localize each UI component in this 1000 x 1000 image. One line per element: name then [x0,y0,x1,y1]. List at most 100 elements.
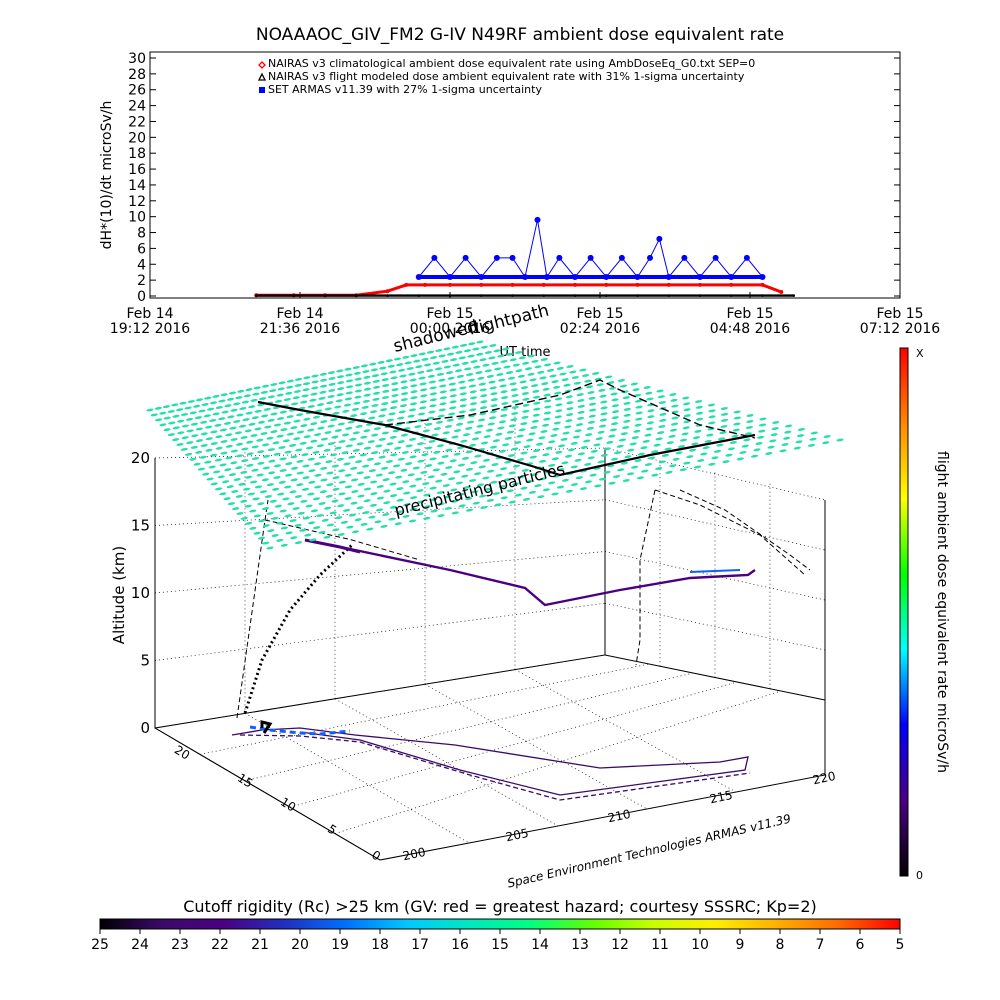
particle-dot [713,449,722,453]
cutoff-rigidity-tick-label: 22 [211,937,229,953]
armas-point [712,254,719,261]
particle-dot [584,462,592,466]
particle-dot [646,421,654,425]
particle-dot [759,417,767,421]
particle-dot [577,404,585,408]
particle-dot [257,420,266,424]
particle-dot [325,460,333,464]
particle-dot [204,396,212,400]
particle-dot [549,374,557,378]
particle-dot [433,427,442,431]
particle-dot [239,407,247,410]
particle-dot [437,461,445,465]
particle-dot [627,472,635,476]
particle-dot [736,457,744,461]
particle-dot [334,405,342,409]
particle-dot [260,390,268,394]
particle-dot [185,417,194,421]
particle-dot [398,410,406,414]
particle-dot [195,398,204,402]
particle-dot [458,380,466,384]
particle-dot [556,485,565,489]
particle-dot [647,409,655,413]
particle-dot [449,406,457,410]
particle-dot [399,404,408,408]
particle-dot [520,422,528,426]
particle-dot [508,500,516,504]
particle-dot [234,431,243,435]
particle-dot [215,487,223,491]
particle-dot [273,476,281,479]
particle-dot [459,343,468,347]
particle-dot [720,407,728,410]
particle-dot [210,430,218,434]
particle-dot [623,407,631,411]
particle-dot [250,434,258,437]
particle-dot [757,435,765,439]
nairas-modeled-point [636,294,639,297]
particle-dot [376,485,384,488]
particle-dot [572,435,580,439]
particle-dot [492,439,500,443]
particle-dot [410,390,418,394]
particle-dot [363,446,372,450]
particle-dot [548,440,556,444]
particle-dot [274,504,282,508]
particle-dot [396,498,404,502]
floor-grid-line [244,713,470,844]
particle-dot [695,400,703,403]
particle-dot [408,519,417,523]
particle-dot [253,386,261,390]
particle-dot [543,411,552,415]
particle-dot [613,475,621,478]
particle-dot [332,411,340,415]
particle-dot [350,414,358,418]
particle-dot [270,430,278,434]
particle-dot [252,392,260,396]
particle-dot [435,349,443,352]
particle-dot [552,427,560,431]
particle-dot [592,372,600,375]
particle-dot [589,408,597,412]
particle-dot [341,451,349,455]
particle-dot [257,461,265,465]
cutoff-rigidity-tick-label: 20 [291,937,309,953]
particle-dot [455,369,463,373]
particle-dot [262,541,270,545]
particle-dot [448,412,456,416]
particle-dot [758,423,767,427]
particle-dot [783,436,791,440]
particle-dot [261,414,269,418]
particle-dot [434,367,443,371]
particle-dot [327,395,335,398]
top-x-tick-day: Feb 15 [426,306,473,322]
particle-dot [215,435,223,439]
particle-dot [410,496,418,500]
particle-dot [704,439,712,443]
particle-dot [542,387,550,391]
particle-dot [345,444,353,448]
particle-dot [218,417,226,421]
particle-dot [659,412,667,416]
particle-dot [356,506,364,510]
particle-dot [494,503,502,507]
particle-dot [618,438,627,442]
top-x-tick-time: 19:12 2016 [110,321,191,337]
longitude-tick-label: 200 [402,845,427,863]
particle-dot [444,495,452,499]
particle-dot [213,470,221,474]
particle-dot [492,492,500,495]
particle-dot [419,406,427,410]
particle-dot [280,428,288,432]
particle-dot [474,431,482,434]
particle-dot [633,393,642,397]
particle-dot [645,427,653,431]
particle-dot [332,476,340,480]
particle-dot [181,424,189,428]
particle-dot [823,435,831,438]
particle-dot [320,466,328,470]
particle-dot [534,365,542,369]
particle-dot [280,526,288,530]
particle-dot [576,423,584,427]
particle-dot [540,430,548,433]
